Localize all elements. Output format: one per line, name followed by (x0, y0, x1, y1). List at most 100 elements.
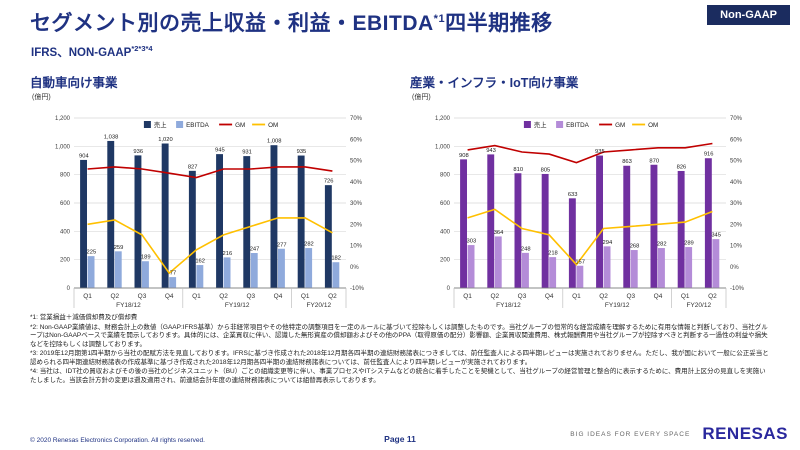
svg-text:225: 225 (87, 250, 97, 256)
svg-text:売上: 売上 (154, 120, 167, 129)
svg-text:1,200: 1,200 (55, 116, 71, 122)
svg-text:Q4: Q4 (545, 293, 554, 300)
subtitle-main: IFRS、NON-GAAP (31, 47, 132, 59)
footnote-4: *4: 当社は、IDT社の買収およびその後の当社のビジネスユニット（BU）ごとの… (30, 368, 766, 385)
footnote-1: *1: 営業損益＋減価償却費及び償却費 (30, 314, 138, 321)
svg-text:0%: 0% (730, 265, 739, 271)
svg-text:400: 400 (60, 229, 71, 235)
svg-text:827: 827 (188, 164, 198, 170)
renesas-logo: RENESAS (702, 424, 788, 443)
svg-text:OM: OM (648, 122, 658, 129)
svg-text:600: 600 (440, 201, 451, 207)
axis-unit-label: (億円) (32, 94, 51, 101)
svg-text:600: 600 (60, 201, 71, 207)
svg-text:935: 935 (297, 149, 307, 155)
svg-text:20%: 20% (350, 222, 363, 228)
svg-text:40%: 40% (730, 180, 743, 186)
bar-series (80, 140, 340, 288)
svg-text:FY19/12: FY19/12 (225, 302, 250, 309)
svg-text:30%: 30% (730, 201, 743, 207)
svg-text:259: 259 (114, 245, 124, 251)
svg-text:EBITDA: EBITDA (186, 122, 210, 129)
svg-text:-10%: -10% (350, 286, 365, 292)
svg-text:Q2: Q2 (599, 293, 608, 300)
svg-text:60%: 60% (350, 137, 363, 143)
svg-text:1,038: 1,038 (104, 134, 119, 140)
svg-text:268: 268 (630, 244, 640, 250)
svg-text:10%: 10% (730, 244, 743, 250)
svg-text:-10%: -10% (730, 286, 745, 292)
svg-text:1,020: 1,020 (158, 137, 173, 143)
svg-text:189: 189 (141, 255, 151, 261)
svg-text:Q4: Q4 (654, 293, 663, 300)
svg-text:0: 0 (67, 286, 71, 292)
svg-text:70%: 70% (730, 116, 743, 122)
title-footnote-ref: *1 (433, 13, 446, 25)
svg-text:FY20/12: FY20/12 (687, 302, 712, 309)
footnote-3: *3: 2019年12月期第1四半期から当社の配賦方法を見直しております。IFR… (30, 350, 769, 366)
svg-text:Q2: Q2 (708, 293, 717, 300)
title-tail: 四半期推移 (445, 12, 553, 35)
svg-text:1,000: 1,000 (435, 144, 451, 150)
charts-row: 自動車向け事業 (億円) 0 200 400 600 800 1,000 1,200 -10%… (28, 72, 772, 314)
svg-text:157: 157 (575, 259, 585, 265)
svg-text:50%: 50% (730, 159, 743, 165)
svg-text:Q1: Q1 (681, 293, 690, 300)
svg-text:633: 633 (568, 192, 578, 198)
line-series (467, 208, 713, 266)
svg-text:289: 289 (684, 241, 694, 247)
svg-text:282: 282 (304, 242, 314, 248)
line-series (87, 217, 333, 275)
svg-text:0%: 0% (350, 265, 359, 271)
chart-canvas-automotive: 0 200 400 600 800 1,000 1,200 -10% 0% 10% 20% 30% 40… (28, 102, 392, 314)
svg-text:935: 935 (595, 149, 605, 155)
svg-text:Q3: Q3 (246, 293, 255, 300)
svg-text:303: 303 (467, 239, 477, 245)
svg-text:904: 904 (79, 153, 89, 159)
chart-title-industrial-iot: 産業・インフラ・IoT向け事業 (410, 76, 579, 90)
svg-text:GM: GM (615, 122, 625, 129)
line-series (87, 166, 333, 179)
svg-text:Q1: Q1 (83, 293, 92, 300)
svg-text:FY18/12: FY18/12 (496, 302, 521, 309)
svg-text:Q2: Q2 (490, 293, 499, 300)
svg-text:OM: OM (268, 122, 278, 129)
chart-svg: 0 200 400 600 800 1,000 1,200 -10% 0% 10% 20% 30% 40… (435, 116, 745, 309)
non-gaap-badge: Non-GAAP (707, 5, 790, 25)
svg-text:40%: 40% (350, 180, 363, 186)
svg-text:282: 282 (657, 242, 667, 248)
svg-text:248: 248 (521, 246, 531, 252)
svg-text:Q1: Q1 (463, 293, 472, 300)
svg-text:1,000: 1,000 (55, 144, 71, 150)
svg-text:800: 800 (440, 173, 451, 179)
svg-text:182: 182 (331, 256, 341, 262)
svg-text:Q1: Q1 (301, 293, 310, 300)
svg-text:Q4: Q4 (274, 293, 283, 300)
svg-text:870: 870 (649, 158, 659, 164)
legend: 売上 EBITDA GM OM (523, 120, 658, 129)
svg-text:931: 931 (242, 150, 252, 156)
svg-text:247: 247 (250, 247, 260, 253)
svg-text:Q3: Q3 (518, 293, 527, 300)
footer-right: BIG IDEAS FOR EVERY SPACE RENESAS (570, 424, 788, 444)
svg-text:216: 216 (223, 251, 233, 257)
svg-text:Q2: Q2 (110, 293, 119, 300)
svg-text:200: 200 (440, 258, 451, 264)
svg-text:10%: 10% (350, 244, 363, 250)
svg-text:945: 945 (215, 148, 225, 154)
svg-text:800: 800 (60, 173, 71, 179)
svg-text:Q2: Q2 (219, 293, 228, 300)
chart-svg: 0 200 400 600 800 1,000 1,200 -10% 0% 10% 20% 30% 40… (55, 116, 365, 309)
svg-text:GM: GM (235, 122, 245, 129)
svg-text:77: 77 (170, 271, 176, 277)
page-title: セグメント別の売上収益・利益・EBITDA*1四半期推移 (30, 11, 553, 36)
svg-text:218: 218 (548, 251, 558, 257)
svg-text:0: 0 (447, 286, 451, 292)
svg-text:1,200: 1,200 (435, 116, 451, 122)
chart-canvas-industrial-iot: 0 200 400 600 800 1,000 1,200 -10% 0% 10% 20% 30% 40… (408, 102, 772, 314)
svg-text:Q1: Q1 (572, 293, 581, 300)
svg-text:345: 345 (711, 233, 721, 239)
subtitle-footnote-ref: *2*3*4 (131, 44, 153, 54)
svg-text:826: 826 (677, 164, 687, 170)
